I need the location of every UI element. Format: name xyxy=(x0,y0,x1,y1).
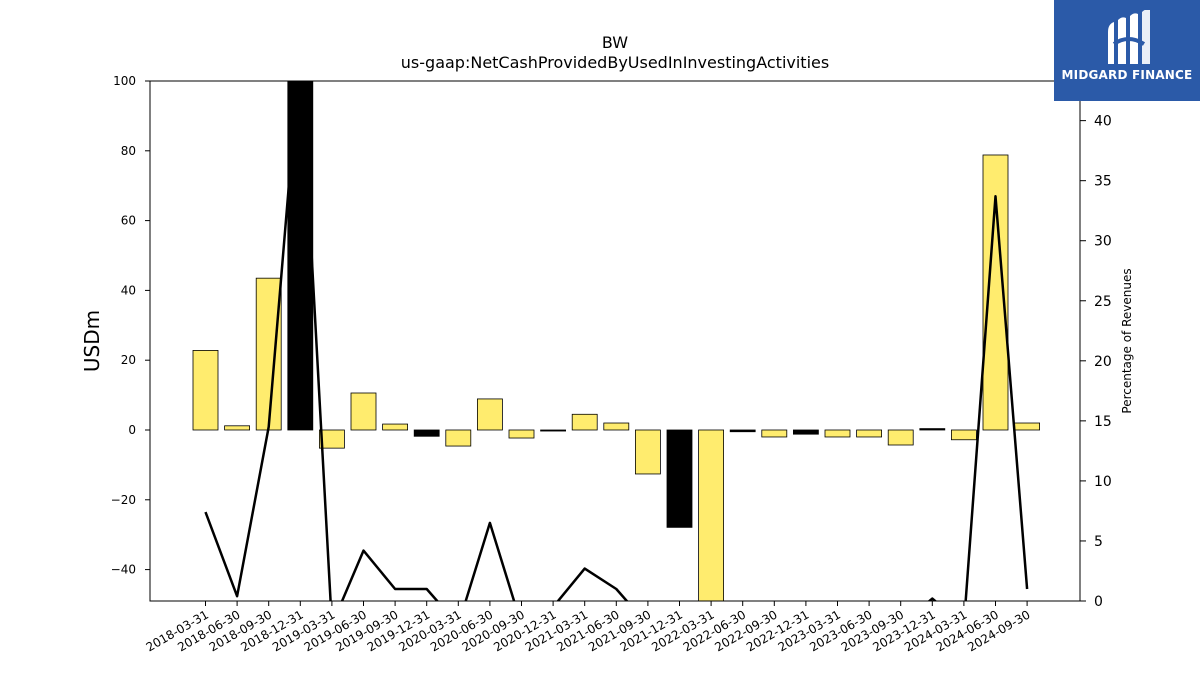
bar-2018-03-31 xyxy=(192,350,219,431)
bar-2022-03-31 xyxy=(698,429,724,601)
y2-tick-label: 0 xyxy=(1094,594,1103,610)
bar-2020-12-31 xyxy=(540,429,566,432)
bar-2021-03-31 xyxy=(571,413,598,431)
bar-2023-12-31 xyxy=(919,428,946,431)
bar-2019-06-30 xyxy=(350,392,377,431)
y2-tick-label: 10 xyxy=(1094,474,1112,490)
y-axis-label: USDm xyxy=(80,310,104,372)
bar-2018-12-31 xyxy=(287,81,314,431)
bar-2020-03-31 xyxy=(445,429,472,447)
bar-2019-12-31 xyxy=(413,429,440,437)
bar-2019-09-30 xyxy=(382,423,409,431)
y2-axis-label: Percentage of Revenues xyxy=(1120,268,1134,413)
y-tick-label: 100 xyxy=(113,74,136,88)
y-tick-label: −40 xyxy=(111,563,136,577)
bar-2024-09-30 xyxy=(1014,422,1040,431)
y2-tick-label: 20 xyxy=(1094,354,1112,370)
line-series xyxy=(204,81,1029,601)
bar-2018-06-30 xyxy=(224,425,251,431)
bar-2022-12-31 xyxy=(793,429,819,435)
brand-name: MIDGARD FINANCE xyxy=(1061,68,1193,82)
y-tick-label: 0 xyxy=(128,423,136,437)
y-tick-label: −20 xyxy=(111,493,136,507)
bar-2020-09-30 xyxy=(508,429,535,439)
bar-2023-03-31 xyxy=(824,429,851,438)
right-axis-ticks: 0 5 10 15 20 25 30 35 40 xyxy=(1080,114,1112,610)
y2-tick-label: 40 xyxy=(1094,114,1112,130)
plot-frame xyxy=(149,80,1081,602)
bar-2022-06-30 xyxy=(729,429,756,433)
bar-2023-06-30 xyxy=(856,429,882,438)
y2-tick-label: 5 xyxy=(1094,534,1103,550)
bar-2022-09-30 xyxy=(761,429,788,438)
bar-2019-03-31 xyxy=(318,429,345,449)
y-tick-label: 40 xyxy=(121,283,136,297)
chart-title: BW xyxy=(602,33,628,52)
revenue-percentage-line xyxy=(204,81,1029,601)
bar-2018-09-30 xyxy=(255,277,282,431)
bar-2023-09-30 xyxy=(887,429,914,446)
chart-subtitle: us-gaap:NetCashProvidedByUsedInInvesting… xyxy=(401,53,829,72)
bar-2021-06-30 xyxy=(603,422,630,431)
y2-tick-label: 25 xyxy=(1094,294,1112,310)
bar-series xyxy=(192,81,1040,601)
bar-2021-09-30 xyxy=(635,429,661,475)
left-axis-ticks: −40 −20 0 20 40 60 80 100 xyxy=(111,74,150,577)
bar-2024-03-31 xyxy=(951,429,977,441)
x-axis-ticks: 2018-03-312018-06-302018-09-302018-12-31… xyxy=(144,601,1033,654)
y-tick-label: 60 xyxy=(121,214,136,228)
y-tick-label: 80 xyxy=(121,144,136,158)
midgard-logo-icon xyxy=(1108,10,1150,65)
y2-tick-label: 30 xyxy=(1094,234,1112,250)
brand-logo: MIDGARD FINANCE xyxy=(1054,0,1200,101)
y-tick-label: 20 xyxy=(121,353,136,367)
y2-tick-label: 35 xyxy=(1094,174,1112,190)
y2-tick-label: 15 xyxy=(1094,414,1112,430)
bar-2021-12-31 xyxy=(666,429,693,528)
bar-2020-06-30 xyxy=(476,398,503,431)
